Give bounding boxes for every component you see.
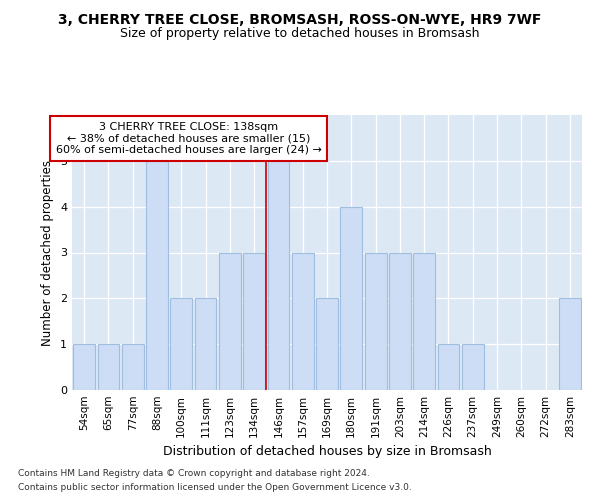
Bar xyxy=(268,161,289,390)
Bar xyxy=(170,298,192,390)
Bar xyxy=(316,298,338,390)
Bar xyxy=(243,252,265,390)
Bar xyxy=(97,344,119,390)
X-axis label: Distribution of detached houses by size in Bromsash: Distribution of detached houses by size … xyxy=(163,446,491,458)
Bar xyxy=(365,252,386,390)
Text: 3, CHERRY TREE CLOSE, BROMSASH, ROSS-ON-WYE, HR9 7WF: 3, CHERRY TREE CLOSE, BROMSASH, ROSS-ON-… xyxy=(58,12,542,26)
Bar xyxy=(413,252,435,390)
Text: Contains public sector information licensed under the Open Government Licence v3: Contains public sector information licen… xyxy=(18,484,412,492)
Bar xyxy=(462,344,484,390)
Bar xyxy=(559,298,581,390)
Text: Contains HM Land Registry data © Crown copyright and database right 2024.: Contains HM Land Registry data © Crown c… xyxy=(18,468,370,477)
Text: 3 CHERRY TREE CLOSE: 138sqm
← 38% of detached houses are smaller (15)
60% of sem: 3 CHERRY TREE CLOSE: 138sqm ← 38% of det… xyxy=(56,122,322,155)
Y-axis label: Number of detached properties: Number of detached properties xyxy=(41,160,55,346)
Bar xyxy=(389,252,411,390)
Bar xyxy=(219,252,241,390)
Bar xyxy=(340,206,362,390)
Bar xyxy=(122,344,143,390)
Bar xyxy=(73,344,95,390)
Bar xyxy=(194,298,217,390)
Bar xyxy=(146,161,168,390)
Bar xyxy=(437,344,460,390)
Bar xyxy=(292,252,314,390)
Text: Size of property relative to detached houses in Bromsash: Size of property relative to detached ho… xyxy=(120,28,480,40)
